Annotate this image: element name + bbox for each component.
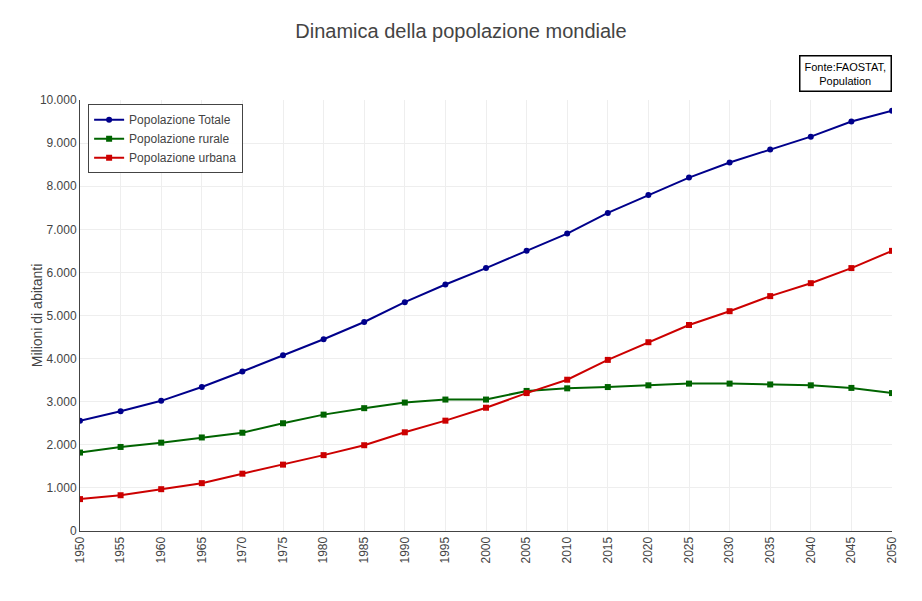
svg-text:10.000: 10.000 [40, 93, 77, 107]
svg-text:2010: 2010 [560, 536, 574, 563]
svg-text:1965: 1965 [195, 536, 209, 563]
svg-text:Popolazione Totale: Popolazione Totale [129, 113, 231, 127]
svg-text:1985: 1985 [357, 536, 371, 563]
svg-text:7.000: 7.000 [47, 223, 77, 237]
svg-text:1.000: 1.000 [47, 481, 77, 495]
svg-text:2045: 2045 [844, 536, 858, 563]
svg-text:2030: 2030 [723, 536, 737, 563]
svg-text:9.000: 9.000 [47, 136, 77, 150]
svg-text:1990: 1990 [398, 536, 412, 563]
svg-text:Popolazione urbana: Popolazione urbana [129, 151, 236, 165]
svg-text:2.000: 2.000 [47, 438, 77, 452]
svg-text:Fonte:FAOSTAT,Population: Fonte:FAOSTAT,Population [805, 61, 887, 87]
svg-text:2040: 2040 [804, 536, 818, 563]
svg-text:1995: 1995 [438, 536, 452, 563]
svg-text:Milioni di abitanti: Milioni di abitanti [29, 264, 45, 368]
svg-text:1955: 1955 [114, 536, 128, 563]
svg-text:5.000: 5.000 [47, 309, 77, 323]
svg-text:1975: 1975 [276, 536, 290, 563]
svg-text:1980: 1980 [317, 536, 331, 563]
svg-text:4.000: 4.000 [47, 352, 77, 366]
svg-text:1960: 1960 [154, 536, 168, 563]
svg-text:8.000: 8.000 [47, 179, 77, 193]
svg-text:2005: 2005 [520, 536, 534, 563]
svg-text:2025: 2025 [682, 536, 696, 563]
svg-text:Dinamica della popolazione mon: Dinamica della popolazione mondiale [295, 20, 626, 42]
svg-text:1950: 1950 [73, 536, 87, 563]
svg-text:Popolazione rurale: Popolazione rurale [129, 132, 229, 146]
svg-text:2020: 2020 [641, 536, 655, 563]
svg-text:1970: 1970 [235, 536, 249, 563]
svg-text:3.000: 3.000 [47, 395, 77, 409]
svg-text:0: 0 [70, 524, 77, 538]
svg-text:2035: 2035 [763, 536, 777, 563]
svg-text:2050: 2050 [885, 536, 899, 563]
svg-text:6.000: 6.000 [47, 266, 77, 280]
svg-text:2015: 2015 [601, 536, 615, 563]
svg-text:2000: 2000 [479, 536, 493, 563]
